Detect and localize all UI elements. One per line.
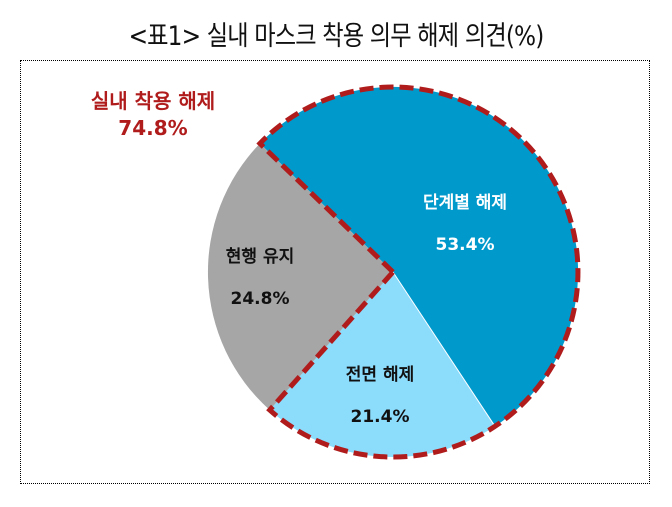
chart-title: <표1> 실내 마스크 착용 의무 해제 의견(%) — [128, 21, 545, 52]
group-annotation-label: 실내 착용 해제 — [90, 89, 216, 113]
group-annotation: 실내 착용 해제 74.8% — [78, 88, 228, 142]
slice-value: 24.8% — [230, 289, 290, 309]
slice-name: 단계별 해제 — [422, 193, 508, 213]
slice-value: 53.4% — [435, 235, 495, 255]
slice-keep-current — [207, 143, 393, 410]
group-annotation-value: 74.8% — [118, 116, 188, 140]
group-outline-dashed — [256, 84, 581, 460]
slice-name: 전면 해제 — [345, 365, 415, 385]
slice-full-release — [269, 272, 495, 458]
slice-name: 현행 유지 — [225, 247, 295, 267]
slice-separator — [392, 271, 496, 427]
slice-value: 21.4% — [350, 407, 410, 427]
chart-frame — [20, 60, 650, 484]
slice-label-full: 전면 해제 21.4% — [320, 354, 440, 438]
slice-label-stepwise: 단계별 해제 53.4% — [395, 182, 535, 266]
slice-stepwise-release — [259, 86, 579, 427]
slice-label-keep: 현행 유지 24.8% — [200, 236, 320, 320]
